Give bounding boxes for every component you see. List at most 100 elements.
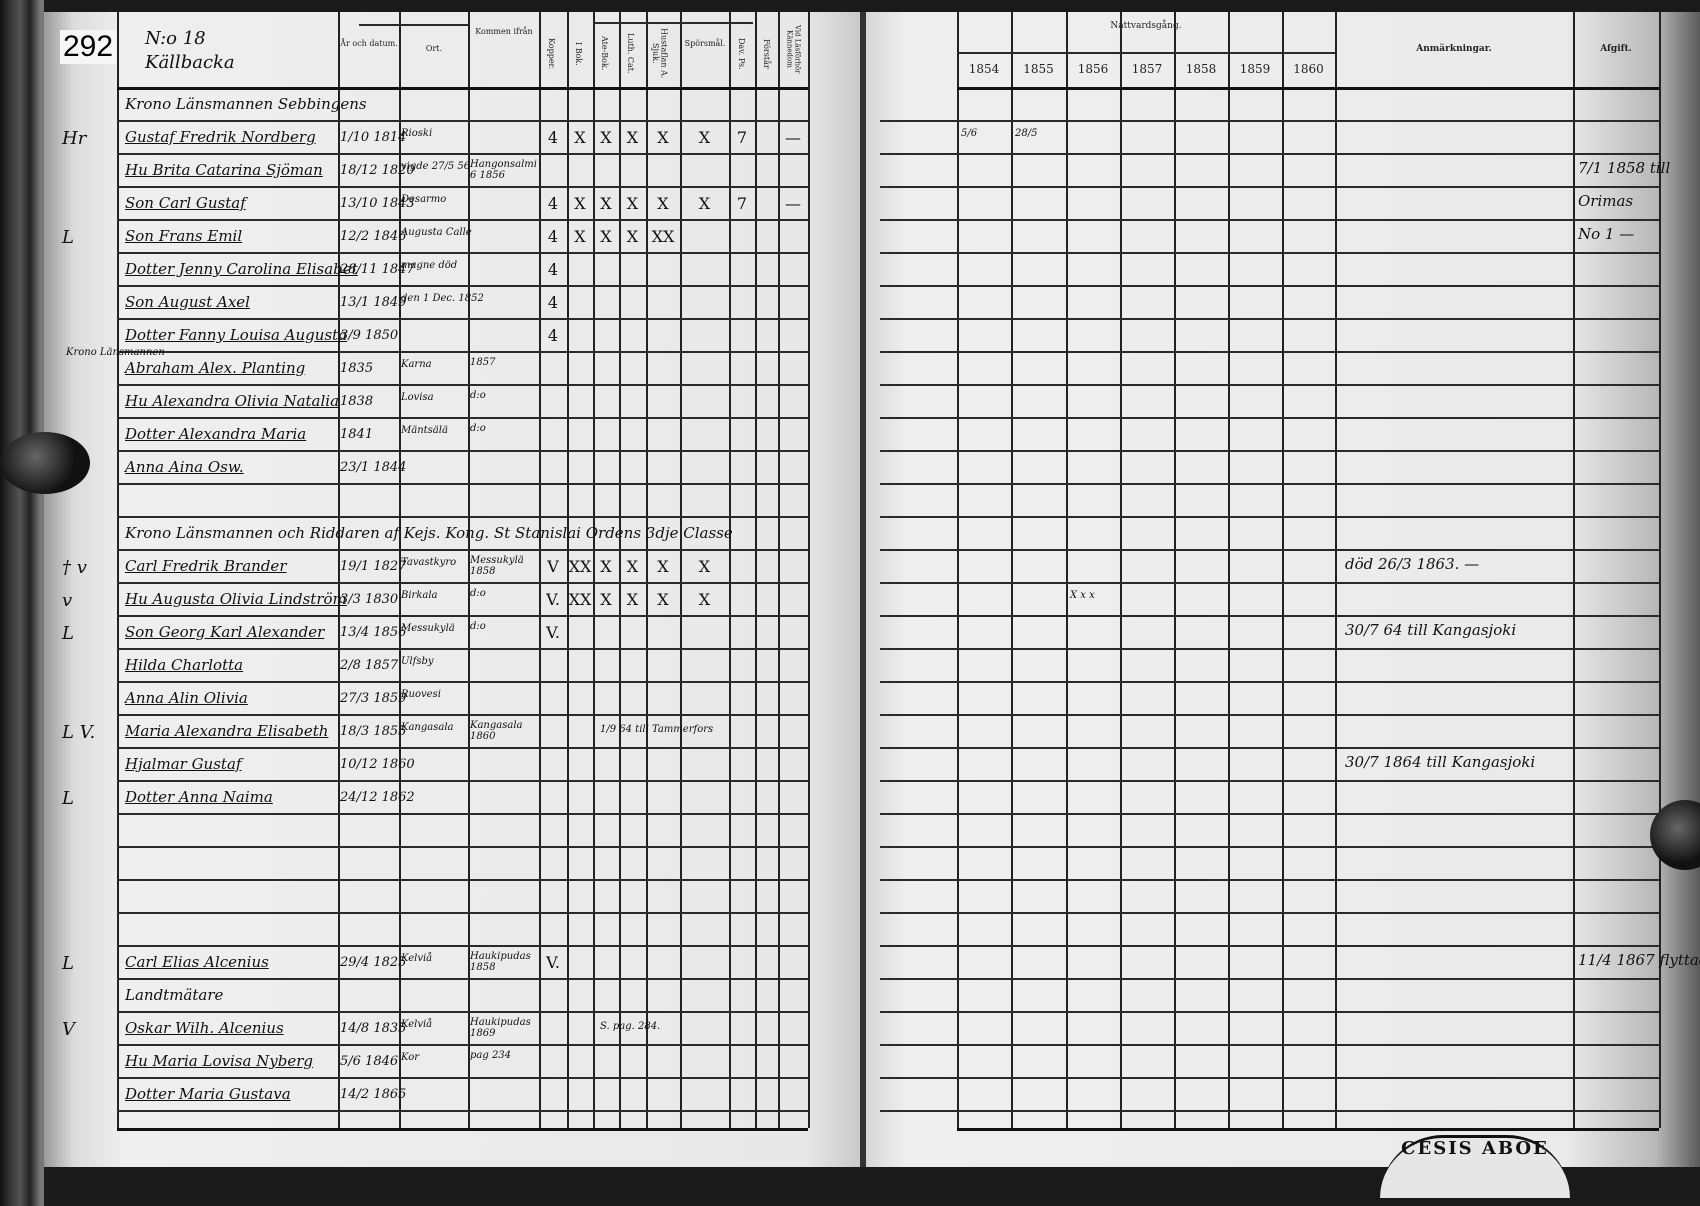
register-row xyxy=(0,483,1700,516)
column-rule xyxy=(957,12,959,1128)
birth-place: Birkala xyxy=(401,590,438,601)
person-name: Hu Alexandra Olivia Natalia xyxy=(125,392,340,410)
person-name: Hu Brita Catarina Sjöman xyxy=(125,161,323,179)
birth-date: 13/1 1849 xyxy=(340,295,407,310)
communion-date: 5/6 xyxy=(961,128,978,139)
birth-date: 12/2 1846 xyxy=(340,229,407,244)
row-rule xyxy=(117,1044,808,1046)
title-note: Krono Länsmannen xyxy=(66,347,165,358)
moved-from: Messukylä 1858 xyxy=(470,555,524,577)
margin-mark: L xyxy=(62,788,74,809)
reading-mark: X xyxy=(626,227,639,246)
header-i-bok: I Bok. xyxy=(573,41,583,66)
row-rule xyxy=(117,516,808,518)
year-header: 1856 xyxy=(1077,62,1109,76)
register-row xyxy=(0,912,1700,945)
reading-mark: X xyxy=(698,590,711,609)
row-rule xyxy=(880,516,1659,518)
moved-from: Kangasala 1860 xyxy=(470,720,523,742)
register-row: L Dotter Anna Naima 24/12 1862 xyxy=(0,780,1700,813)
header-date: År och datum. xyxy=(340,39,398,48)
row-rule xyxy=(117,945,808,947)
page-number: 292 xyxy=(60,30,117,64)
reading-mark: X xyxy=(600,557,612,576)
birth-date: 10/12 1860 xyxy=(340,757,415,772)
section-heading: Landtmätare xyxy=(125,986,224,1004)
birth-date: 1841 xyxy=(340,427,374,442)
row-rule xyxy=(117,879,808,881)
person-name: Hilda Charlotta xyxy=(125,656,244,674)
reading-mark: X xyxy=(574,194,586,213)
row-rule xyxy=(117,582,808,584)
year-header: 1860 xyxy=(1293,62,1324,76)
person-name: Son Georg Karl Alexander xyxy=(125,623,325,641)
section-heading: Krono Länsmannen och Riddaren af Kejs. K… xyxy=(125,524,733,542)
book-clip-right xyxy=(1650,800,1700,870)
birth-date: 24/12 1862 xyxy=(340,790,415,805)
margin-mark: † v xyxy=(62,557,87,578)
column-rule xyxy=(1228,12,1230,1128)
header-sporsmal: Spörsmål. xyxy=(684,39,726,48)
row-rule xyxy=(117,120,808,122)
remark: 30/7 64 till Kangasjoki xyxy=(1345,621,1517,639)
reading-mark: X xyxy=(698,128,711,147)
row-rule xyxy=(880,813,1659,815)
reading-mark: V xyxy=(547,557,559,576)
column-rule xyxy=(1282,12,1284,1128)
birth-date: 18/12 1820 xyxy=(340,163,415,178)
row-rule xyxy=(117,318,808,320)
row-rule xyxy=(117,450,808,452)
birth-place: Karna xyxy=(401,359,432,370)
reading-mark: — xyxy=(785,128,801,147)
register-row: Hilda Charlotta 2/8 1857 Ulfsby xyxy=(0,648,1700,681)
birth-date: 2/8 1857 xyxy=(340,658,399,673)
row-rule xyxy=(880,549,1659,551)
row-rule xyxy=(117,417,808,419)
header-remarks: Anmärkningar. xyxy=(1416,44,1492,54)
row-rule xyxy=(117,219,808,221)
row-rule xyxy=(880,483,1659,485)
birth-place: Kangasala xyxy=(401,722,454,733)
reading-mark: 4 xyxy=(547,128,559,147)
birth-date: 1/10 1814 xyxy=(340,130,407,145)
row-rule xyxy=(880,1044,1659,1046)
margin-mark: L xyxy=(62,227,74,248)
birth-date: 13/4 1856 xyxy=(340,625,407,640)
reading-mark: X xyxy=(657,590,669,609)
column-rule xyxy=(755,12,757,1128)
reading-mark: — xyxy=(785,194,801,213)
reading-mark: 4 xyxy=(547,260,559,279)
birth-place: den 1 Dec. 1852 xyxy=(401,293,484,304)
reading-mark: X xyxy=(657,194,669,213)
birth-date: 13/10 1843 xyxy=(340,196,415,211)
birth-date: 18/3 1855 xyxy=(340,724,407,739)
table-bottom xyxy=(117,1128,808,1131)
register-row: v Hu Augusta Olivia Lindström 3/3 1830 Birk… xyxy=(0,582,1700,615)
birth-date: 28/11 1847 xyxy=(340,262,415,277)
reading-mark: X xyxy=(626,557,639,576)
register-row: Dotter Jenny Carolina Elisabet 28/11 1847… xyxy=(0,252,1700,285)
birth-place: Kelviå xyxy=(401,953,433,964)
column-rule xyxy=(1573,12,1575,1128)
reading-mark: 4 xyxy=(547,293,559,312)
year-header: 1857 xyxy=(1131,62,1163,76)
reading-mark: XX xyxy=(568,557,592,576)
row-rule xyxy=(117,1077,808,1079)
person-name: Dotter Alexandra Maria xyxy=(125,425,307,443)
column-rule xyxy=(729,12,731,1128)
register-row: V Oskar Wilh. Alcenius 14/8 1835 Kelviå Hauk… xyxy=(0,1011,1700,1044)
row-rule xyxy=(117,912,808,914)
person-name: Carl Elias Alcenius xyxy=(125,953,269,971)
birth-place: Ulfsby xyxy=(401,656,434,667)
header-subrule xyxy=(593,22,753,24)
reading-mark: X xyxy=(574,227,586,246)
row-rule xyxy=(117,1110,808,1112)
communion-date: X x x xyxy=(1070,590,1095,601)
person-name: Dotter Jenny Carolina Elisabet xyxy=(125,260,358,278)
reading-mark: X xyxy=(657,128,669,147)
reading-mark: X xyxy=(626,194,639,213)
column-rule xyxy=(1011,12,1013,1128)
row-rule xyxy=(117,747,808,749)
row-rule xyxy=(880,120,1659,122)
row-rule xyxy=(117,648,808,650)
